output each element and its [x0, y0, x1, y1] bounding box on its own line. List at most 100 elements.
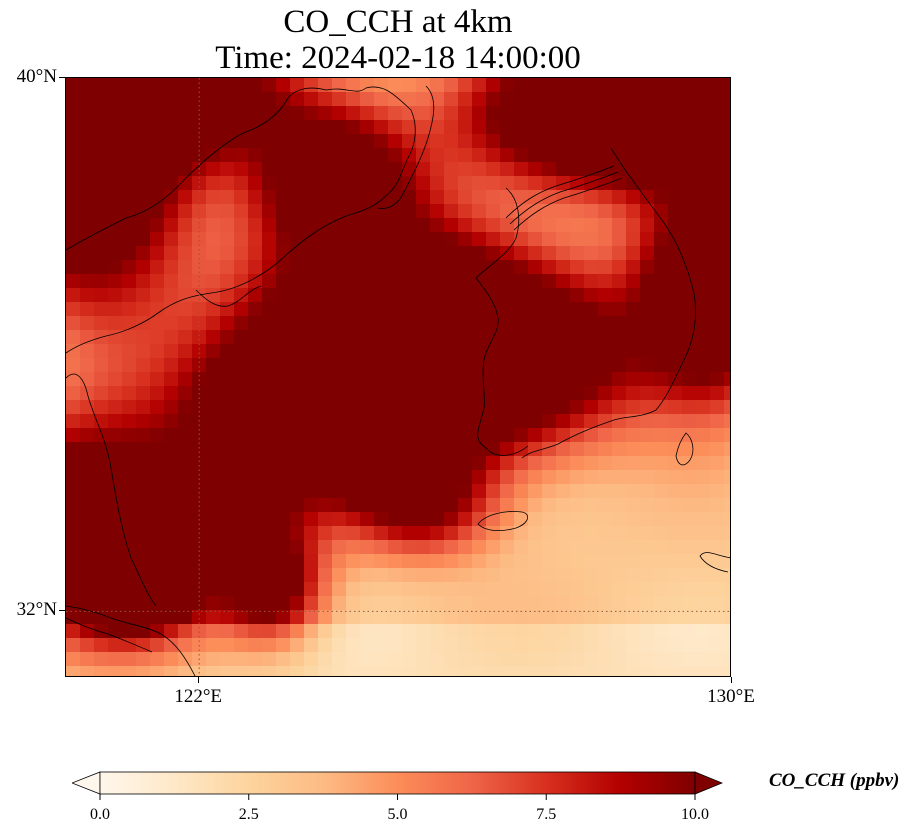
field-cell [626, 624, 641, 639]
field-cell [360, 652, 375, 667]
field-cell [570, 288, 585, 303]
field-cell [626, 204, 641, 219]
field-cell [318, 176, 333, 191]
field-cell [696, 526, 711, 541]
field-cell [640, 176, 655, 191]
field-cell [178, 484, 193, 499]
field-cell [276, 134, 291, 149]
field-cell [696, 624, 711, 639]
field-cell [612, 372, 627, 387]
field-cell [150, 512, 165, 527]
field-cell [640, 106, 655, 121]
field-cell [178, 372, 193, 387]
field-cell [486, 414, 501, 429]
field-cell [472, 162, 487, 177]
field-cell [514, 316, 529, 331]
field-cell [500, 288, 515, 303]
field-cell [696, 78, 711, 93]
field-cell [500, 316, 515, 331]
field-cell [458, 596, 473, 611]
field-cell [402, 120, 417, 135]
field-cell [248, 288, 263, 303]
field-cell [556, 344, 571, 359]
field-cell [584, 316, 599, 331]
field-cell [290, 274, 305, 289]
field-cell [668, 232, 683, 247]
field-cell [682, 78, 697, 93]
field-cell [234, 246, 249, 261]
field-cell [318, 554, 333, 569]
field-cell [164, 344, 179, 359]
field-cell [136, 498, 151, 513]
field-cell [472, 414, 487, 429]
field-cell [290, 176, 305, 191]
field-cell [626, 372, 641, 387]
field-cell [514, 596, 529, 611]
field-cell [122, 106, 137, 121]
field-cell [654, 596, 669, 611]
field-cell [136, 624, 151, 639]
field-cell [710, 596, 725, 611]
field-cell [332, 624, 347, 639]
field-cell [290, 596, 305, 611]
field-cell [136, 260, 151, 275]
field-cell [612, 78, 627, 93]
field-cell [206, 484, 221, 499]
field-cell [136, 428, 151, 443]
field-cell [108, 414, 123, 429]
field-cell [556, 316, 571, 331]
field-cell [486, 484, 501, 499]
field-cell [682, 414, 697, 429]
field-cell [332, 176, 347, 191]
field-cell [346, 610, 361, 625]
field-cell [682, 526, 697, 541]
field-cell [444, 484, 459, 499]
field-cell [710, 120, 725, 135]
field-cell [514, 470, 529, 485]
field-cell [360, 274, 375, 289]
field-cell [388, 638, 403, 653]
field-cell [164, 596, 179, 611]
field-cell [122, 596, 137, 611]
field-cell [444, 512, 459, 527]
field-cell [514, 540, 529, 555]
field-cell [514, 330, 529, 345]
field-cell [696, 344, 711, 359]
field-cell [122, 246, 137, 261]
field-cell [108, 316, 123, 331]
field-cell [542, 554, 557, 569]
field-cell [612, 344, 627, 359]
field-cell [164, 288, 179, 303]
field-cell [262, 428, 277, 443]
field-cell [682, 512, 697, 527]
field-cell [318, 456, 333, 471]
field-cell [444, 344, 459, 359]
field-cell [150, 316, 165, 331]
field-cell [416, 204, 431, 219]
field-cell [682, 624, 697, 639]
field-cell [80, 344, 95, 359]
field-cell [248, 624, 263, 639]
field-cell [80, 218, 95, 233]
field-cell [80, 512, 95, 527]
field-cell [178, 358, 193, 373]
field-cell [612, 484, 627, 499]
field-cell [220, 246, 235, 261]
field-cell [150, 540, 165, 555]
field-cell [150, 274, 165, 289]
field-cell [220, 414, 235, 429]
field-cell [248, 596, 263, 611]
field-cell [150, 120, 165, 135]
field-cell [696, 92, 711, 107]
field-cell [360, 330, 375, 345]
field-cell [388, 652, 403, 667]
field-cell [472, 190, 487, 205]
field-cell [542, 78, 557, 93]
field-cell [332, 106, 347, 121]
field-cell [304, 638, 319, 653]
field-cell [332, 666, 347, 676]
field-cell [248, 484, 263, 499]
field-cell [570, 78, 585, 93]
field-cell [514, 372, 529, 387]
field-cell [556, 358, 571, 373]
